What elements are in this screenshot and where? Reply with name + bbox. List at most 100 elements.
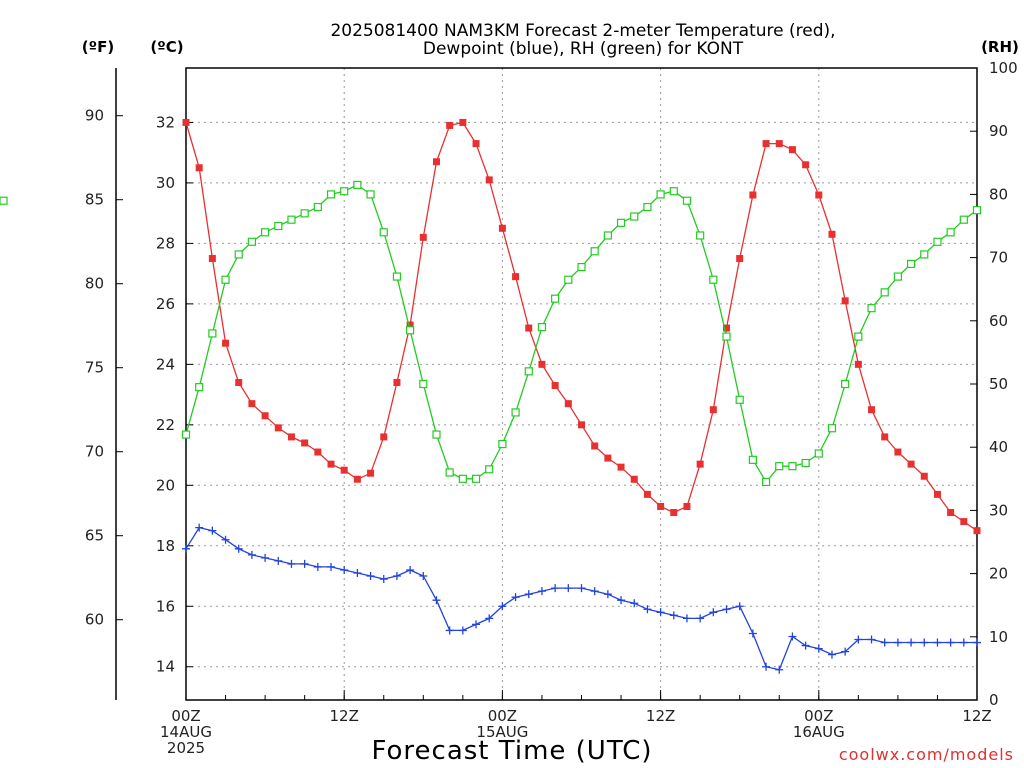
rh-point [827, 424, 837, 433]
x-tick-label: 00Z [171, 707, 200, 725]
temperature-point [802, 161, 810, 169]
rh-point [709, 275, 718, 284]
dewpoint-point [445, 626, 454, 635]
x-tick-label: 15AUG [476, 723, 528, 741]
temperature-point [195, 164, 203, 172]
dewpoint-point [458, 626, 467, 635]
temperature-point [512, 273, 520, 281]
temperature-point [630, 475, 638, 483]
dewpoint-point [392, 572, 401, 581]
rh-point [761, 477, 771, 487]
x-tick-label: 16AUG [793, 723, 845, 741]
rh-point [234, 250, 243, 259]
dewpoint-point [762, 662, 771, 671]
temperature-line [185, 121, 978, 532]
rh-point [353, 180, 362, 190]
dewpoint-point [577, 584, 586, 593]
dewpoint-point [854, 635, 863, 644]
rh-tick-label: 20 [989, 565, 1008, 583]
dewpoint-point [696, 614, 705, 623]
x-tick-label: 00Z [488, 707, 517, 725]
temperature-point [762, 140, 770, 148]
temperature-point [643, 490, 651, 498]
rh-point [630, 212, 639, 221]
rh-point [313, 202, 322, 212]
rh-point [643, 202, 652, 212]
rh-point [379, 228, 388, 237]
rh-point [682, 196, 692, 205]
dewpoint-point [709, 608, 718, 617]
temperature-point [960, 518, 968, 526]
rh-point [208, 329, 217, 338]
rh-point [287, 215, 296, 224]
rh-point [498, 439, 507, 449]
temperature-point [578, 421, 585, 429]
temperature-point [485, 176, 493, 184]
dewpoint-point [669, 611, 678, 620]
temperature-point [683, 502, 691, 510]
temperature-point [868, 406, 876, 414]
rh-point [906, 259, 916, 269]
temperature-point [947, 509, 955, 517]
dewpoint-point [643, 605, 652, 614]
rh-point [406, 326, 415, 335]
temperature-point [854, 360, 862, 368]
rh-tick-label: 90 [989, 122, 1008, 140]
temperature-point [775, 140, 783, 148]
temperature-point [815, 191, 823, 199]
dewpoint-point [432, 596, 441, 605]
dewpoint-point [353, 568, 362, 577]
dewpoint-point [735, 602, 744, 611]
rh-point [880, 288, 889, 297]
rh-point [419, 379, 428, 389]
rh-point [564, 275, 573, 284]
celsius-tick-label: 20 [156, 476, 175, 494]
dewpoint-point [788, 632, 797, 641]
temperature-point [749, 191, 757, 199]
temperature-point [459, 118, 467, 126]
dewpoint-point [485, 614, 494, 623]
temperature-point [327, 460, 335, 468]
dewpoint-point [300, 559, 309, 568]
rh-point [485, 465, 494, 474]
temperature-point [287, 433, 295, 441]
temperature-point [881, 433, 889, 441]
rh-point [590, 247, 599, 256]
rh-point [300, 209, 309, 218]
rh-tick-label: 60 [989, 312, 1008, 330]
dewpoint-point [234, 544, 243, 553]
chart-title-line1: 2025081400 NAM3KM Forecast 2-meter Tempe… [330, 21, 835, 41]
temperature-point [591, 442, 599, 450]
temperature-point [182, 118, 190, 126]
dewpoint-point [182, 544, 190, 553]
rh-tick-label: 40 [989, 438, 1008, 456]
rh-point [366, 190, 375, 199]
dewpoint-point [682, 614, 691, 623]
dewpoint-point [933, 638, 942, 647]
temperature-point [736, 255, 744, 263]
dewpoint-point [814, 644, 823, 653]
dewpoint-point [946, 638, 955, 647]
dewpoint-point [973, 638, 981, 647]
x-axis-label: Forecast Time (UTC) [371, 736, 652, 766]
axes: 14 16 18 20 22 24 26 28 30 32 60 65 70 75 80 85 90 0 10 20 3… [85, 59, 1018, 757]
rh-point [603, 231, 612, 240]
rh-point [867, 304, 876, 313]
rh-point [181, 430, 191, 439]
dewpoint-point [221, 535, 230, 544]
fahrenheit-unit-label: (ºF) [82, 38, 114, 56]
rh-point [0, 196, 8, 205]
temperature-point [301, 439, 309, 447]
dewpoint-point [511, 593, 520, 602]
fahrenheit-tick-label: 65 [85, 527, 104, 545]
rh-point [432, 430, 441, 439]
dewpoint-point [590, 587, 599, 596]
celsius-unit-label: (ºC) [150, 38, 183, 56]
dewpoint-point [617, 596, 626, 605]
temperature-point [723, 324, 731, 332]
temperature-point [709, 406, 717, 414]
temperature-point [538, 360, 546, 368]
temperature-point [261, 412, 269, 420]
rh-point [616, 218, 626, 227]
source-credit[interactable]: coolwx.com/models [839, 745, 1014, 764]
